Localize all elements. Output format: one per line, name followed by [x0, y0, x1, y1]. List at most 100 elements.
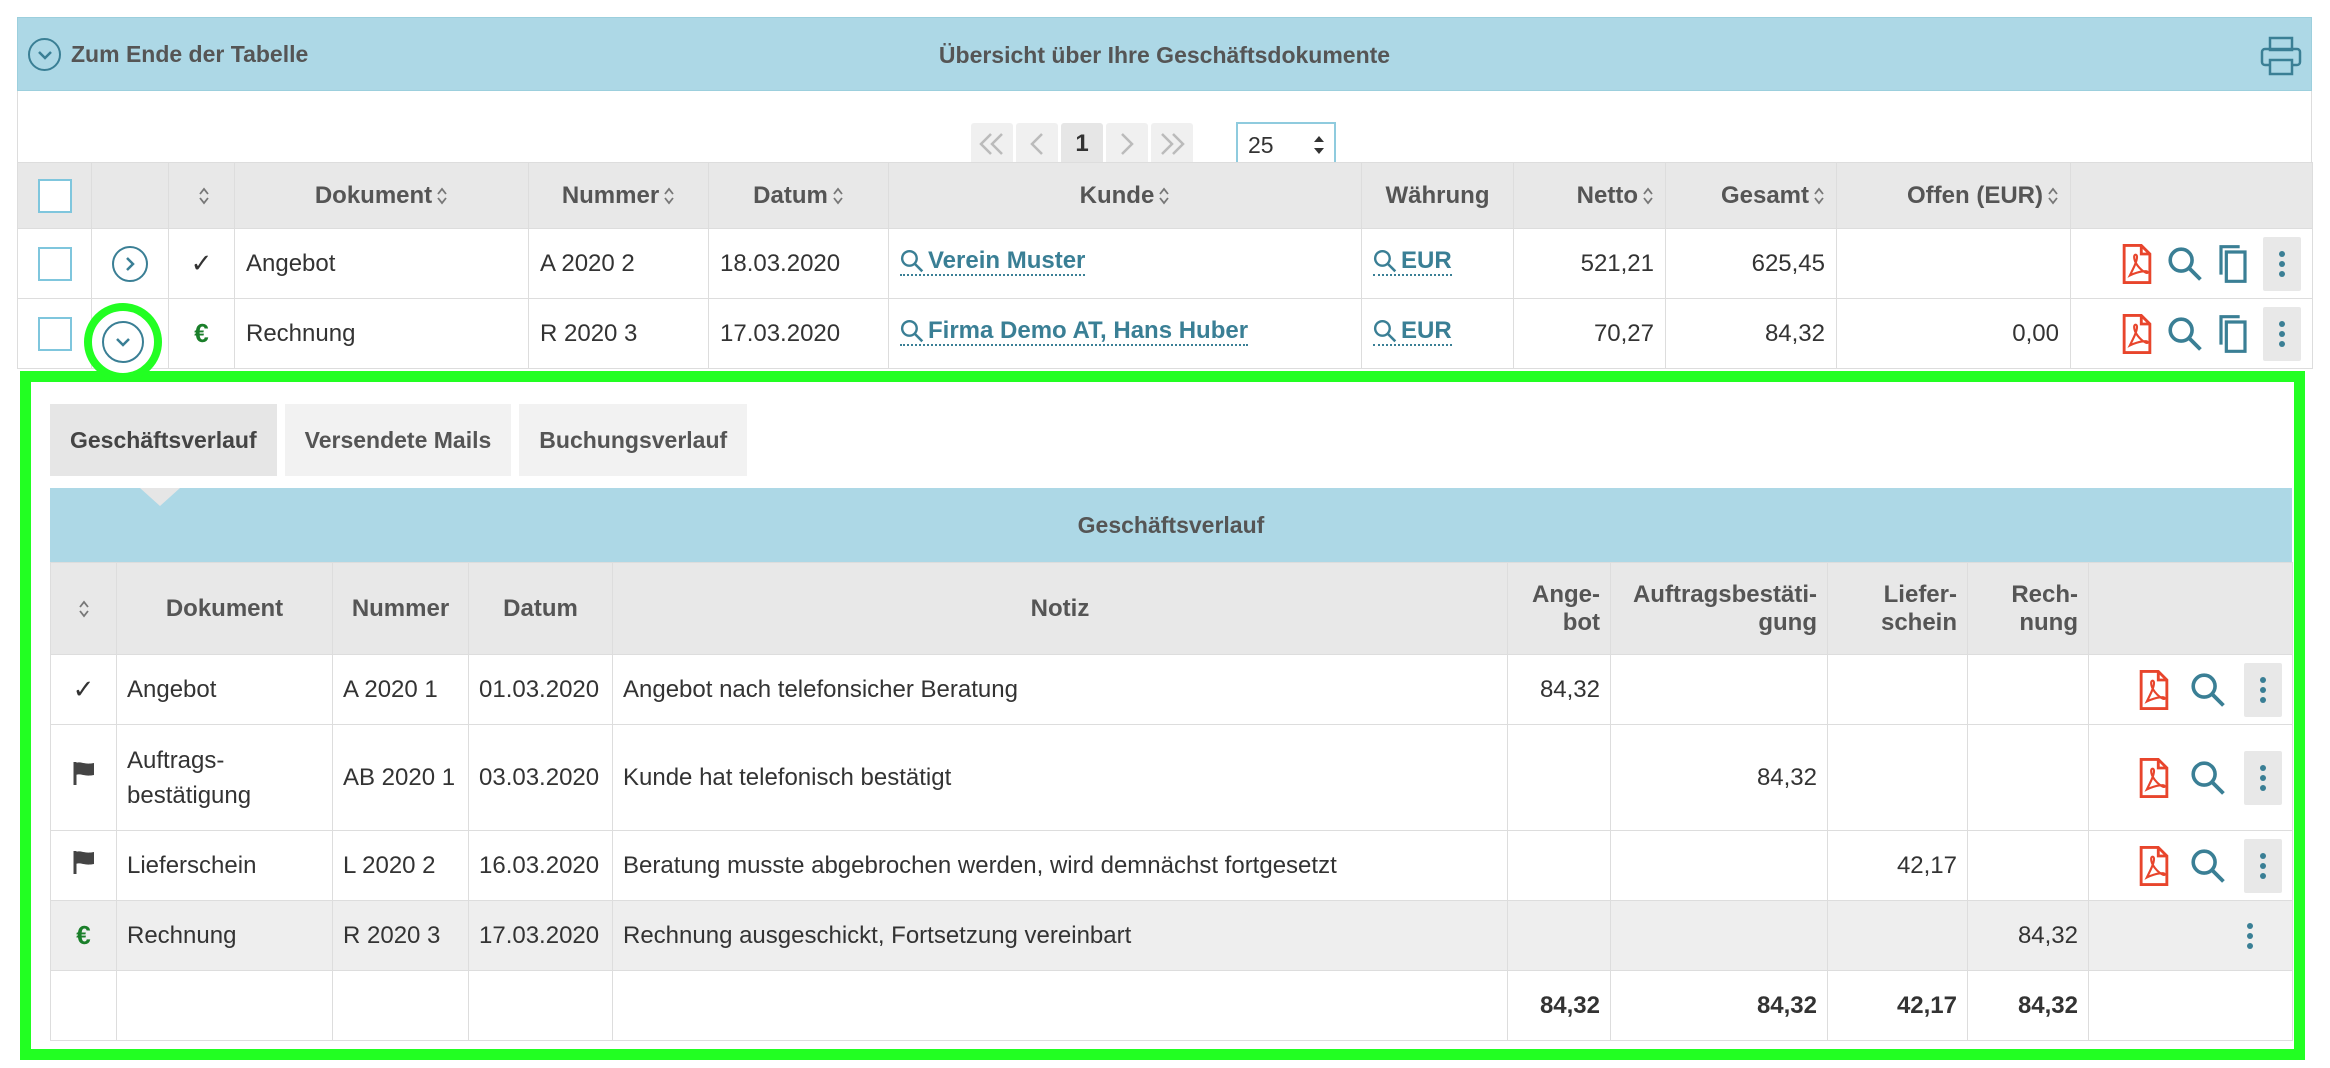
pdf-icon[interactable]	[2136, 670, 2172, 710]
more-menu-button[interactable]	[2244, 838, 2282, 893]
dokument-cell: Lieferschein	[116, 830, 333, 901]
view-search-icon[interactable]	[2190, 758, 2226, 798]
view-search-icon[interactable]	[2167, 314, 2203, 354]
print-icon[interactable]	[2259, 36, 2303, 76]
col-rechnung: Rech-nung	[1967, 562, 2089, 655]
offen-cell	[1836, 228, 2071, 299]
empty-cell	[612, 970, 1508, 1041]
tab-versendete-mails[interactable]: Versendete Mails	[284, 404, 512, 476]
euro-icon: €	[194, 318, 209, 348]
col-auftragsbestaetigung: Auftragsbestäti-gung	[1610, 562, 1828, 655]
first-page-icon[interactable]	[971, 123, 1013, 165]
copy-icon[interactable]	[2215, 244, 2251, 284]
table-header-bar: Zum Ende der Tabelle Übersicht über Ihre…	[17, 17, 2312, 91]
totals-row: 84,32 84,32 42,17 84,32	[50, 970, 2293, 1041]
currency-link[interactable]: EUR	[1373, 247, 1452, 276]
view-search-icon[interactable]	[2190, 670, 2226, 710]
flag-icon	[72, 760, 96, 786]
current-page[interactable]: 1	[1061, 123, 1103, 165]
col-datum[interactable]: Datum	[708, 162, 889, 229]
sort-icon	[198, 186, 210, 206]
kebab-icon[interactable]	[2246, 922, 2254, 950]
history-header-row: Dokument Nummer Datum Notiz Ange-bot Auf…	[50, 562, 2293, 655]
status-sort-header[interactable]	[50, 562, 117, 655]
pdf-icon[interactable]	[2136, 846, 2172, 886]
expand-header	[91, 162, 169, 229]
status-sort-header[interactable]	[168, 162, 235, 229]
nummer-cell: L 2020 2	[332, 830, 469, 901]
row-checkbox[interactable]	[37, 246, 72, 281]
actions-cell	[2088, 654, 2293, 725]
total-ls: 42,17	[1827, 970, 1968, 1041]
table-header-row: Dokument Nummer Datum Kunde Währung Nett…	[17, 162, 2313, 229]
pdf-icon[interactable]	[2119, 244, 2155, 284]
more-menu-button[interactable]	[2263, 236, 2301, 291]
offen-cell: 0,00	[1836, 298, 2071, 369]
notiz-cell: Rechnung ausgeschickt, Fortsetzung verei…	[612, 900, 1508, 971]
next-page-icon[interactable]	[1106, 123, 1148, 165]
col-label-line: schein	[1880, 608, 1957, 636]
select-all-checkbox[interactable]	[37, 178, 72, 213]
col-offen[interactable]: Offen (EUR)	[1836, 162, 2071, 229]
sort-icon	[663, 186, 675, 206]
to-end-link[interactable]: Zum Ende der Tabelle	[28, 38, 308, 71]
actions-cell	[2070, 228, 2313, 299]
col-label: Dokument	[314, 181, 433, 209]
col-label-line: gung	[1758, 608, 1817, 636]
tab-geschaeftsverlauf[interactable]: Geschäftsverlauf	[50, 404, 277, 476]
last-page-icon[interactable]	[1151, 123, 1193, 165]
actions-cell	[2088, 830, 2293, 901]
pdf-icon[interactable]	[2136, 758, 2172, 798]
copy-icon[interactable]	[2215, 314, 2251, 354]
currency-link[interactable]: EUR	[1373, 317, 1452, 346]
col-label: Währung	[1385, 181, 1490, 209]
more-menu-button[interactable]	[2244, 750, 2282, 805]
view-search-icon[interactable]	[2190, 846, 2226, 886]
row-checkbox[interactable]	[37, 316, 72, 351]
more-menu-button[interactable]	[2263, 306, 2301, 361]
col-kunde[interactable]: Kunde	[888, 162, 1362, 229]
prev-page-icon[interactable]	[1016, 123, 1058, 165]
col-notiz: Notiz	[612, 562, 1508, 655]
angebot-cell	[1507, 900, 1611, 971]
status-cell: €	[50, 900, 117, 971]
expand-row-icon[interactable]	[112, 245, 148, 282]
col-label: Kunde	[1079, 181, 1155, 209]
sort-icon	[78, 599, 90, 619]
dokument-line: Auftrags-	[127, 746, 225, 774]
customer-link[interactable]: Verein Muster	[900, 246, 1086, 276]
col-datum: Datum	[468, 562, 613, 655]
dokument-cell: Auftrags-bestätigung	[116, 724, 333, 831]
re-cell	[1967, 654, 2089, 725]
sort-icon	[832, 186, 844, 206]
empty-cell	[50, 970, 117, 1041]
more-menu-button[interactable]	[2244, 662, 2282, 717]
section-title-text: Geschäftsverlauf	[1077, 512, 1265, 538]
col-netto[interactable]: Netto	[1513, 162, 1666, 229]
customer-name: Verein Muster	[928, 246, 1086, 274]
row-select-cell	[17, 228, 92, 299]
angebot-cell	[1507, 724, 1611, 831]
datum-cell: 01.03.2020	[468, 654, 613, 725]
pdf-icon[interactable]	[2119, 314, 2155, 354]
re-cell	[1967, 724, 2089, 831]
re-cell	[1967, 830, 2089, 901]
status-cell	[50, 724, 117, 831]
col-gesamt[interactable]: Gesamt	[1665, 162, 1837, 229]
select-all-cell	[17, 162, 92, 229]
documents-table: Dokument Nummer Datum Kunde Währung Nett…	[17, 162, 2313, 369]
total-re: 84,32	[1967, 970, 2089, 1041]
col-dokument[interactable]: Dokument	[234, 162, 529, 229]
customer-link[interactable]: Firma Demo AT, Hans Huber	[900, 317, 1249, 346]
view-search-icon[interactable]	[2167, 244, 2203, 284]
dokument-cell: Angebot	[116, 654, 333, 725]
history-row: € Rechnung R 2020 3 17.03.2020 Rechnung …	[50, 900, 2293, 971]
col-nummer[interactable]: Nummer	[528, 162, 709, 229]
check-icon: ✓	[72, 674, 95, 704]
collapse-row-icon[interactable]	[102, 321, 144, 363]
col-label: Gesamt	[1720, 181, 1809, 209]
select-arrows-icon	[1314, 136, 1324, 154]
page-size-select[interactable]: 25	[1236, 122, 1336, 166]
ab-cell	[1610, 830, 1828, 901]
tab-buchungsverlauf[interactable]: Buchungsverlauf	[519, 404, 748, 476]
